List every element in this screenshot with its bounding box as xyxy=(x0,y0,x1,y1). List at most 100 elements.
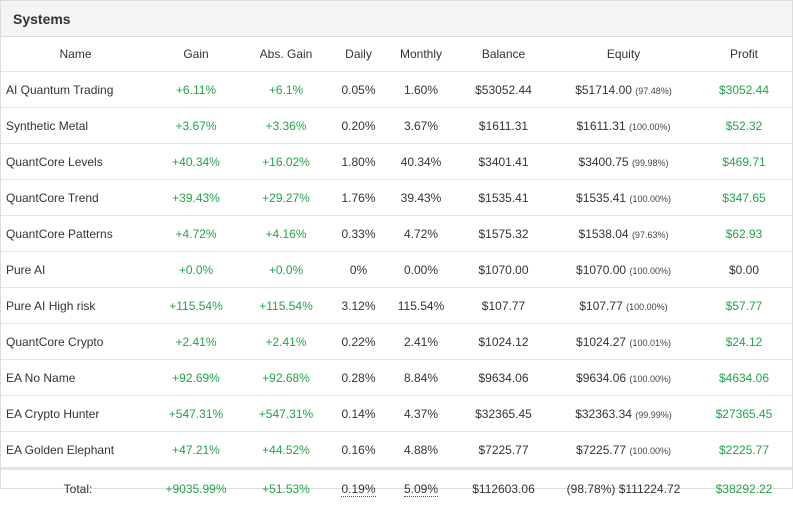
total-monthly[interactable]: 5.09% xyxy=(386,469,456,508)
total-balance: $112603.06 xyxy=(456,469,551,508)
daily-cell: 1.76% xyxy=(331,180,386,216)
total-equity: (98.78%) $111224.72 xyxy=(551,469,696,508)
equity-percent: (99.98%) xyxy=(632,158,669,168)
balance-cell: $7225.77 xyxy=(456,432,551,469)
daily-cell: 0.22% xyxy=(331,324,386,360)
balance-cell: $1611.31 xyxy=(456,108,551,144)
profit-cell: $62.93 xyxy=(696,216,792,252)
profit-cell: $27365.45 xyxy=(696,396,792,432)
system-name[interactable]: QuantCore Crypto xyxy=(1,324,151,360)
system-name[interactable]: EA Golden Elephant xyxy=(1,432,151,469)
table-row[interactable]: QuantCore Patterns+4.72%+4.16%0.33%4.72%… xyxy=(1,216,792,252)
daily-cell: 1.80% xyxy=(331,144,386,180)
column-header-gain[interactable]: Gain xyxy=(151,37,241,72)
total-gain: +9035.99% xyxy=(151,469,241,508)
gain-cell: +0.0% xyxy=(151,252,241,288)
column-header-monthly[interactable]: Monthly xyxy=(386,37,456,72)
equity-cell: $32363.34 (99.99%) xyxy=(551,396,696,432)
system-name[interactable]: QuantCore Patterns xyxy=(1,216,151,252)
equity-percent: (99.99%) xyxy=(635,410,672,420)
system-name[interactable]: QuantCore Levels xyxy=(1,144,151,180)
monthly-cell: 40.34% xyxy=(386,144,456,180)
balance-cell: $1024.12 xyxy=(456,324,551,360)
table-row[interactable]: Pure AI High risk+115.54%+115.54%3.12%11… xyxy=(1,288,792,324)
equity-percent: (100.00%) xyxy=(629,446,671,456)
equity-percent: (100.00%) xyxy=(629,122,671,132)
table-row[interactable]: Pure AI+0.0%+0.0%0%0.00%$1070.00$1070.00… xyxy=(1,252,792,288)
table-row[interactable]: EA Crypto Hunter+547.31%+547.31%0.14%4.3… xyxy=(1,396,792,432)
table-row[interactable]: Synthetic Metal+3.67%+3.36%0.20%3.67%$16… xyxy=(1,108,792,144)
table-row[interactable]: AI Quantum Trading+6.11%+6.1%0.05%1.60%$… xyxy=(1,72,792,108)
monthly-cell: 0.00% xyxy=(386,252,456,288)
table-row[interactable]: QuantCore Trend+39.43%+29.27%1.76%39.43%… xyxy=(1,180,792,216)
gain-cell: +6.11% xyxy=(151,72,241,108)
table-row[interactable]: EA Golden Elephant+47.21%+44.52%0.16%4.8… xyxy=(1,432,792,469)
systems-panel: Systems Name Gain Abs. Gain Daily Monthl… xyxy=(0,0,793,489)
balance-cell: $3401.41 xyxy=(456,144,551,180)
profit-cell: $52.32 xyxy=(696,108,792,144)
equity-value: $3400.75 xyxy=(579,155,629,169)
equity-value: $9634.06 xyxy=(576,371,626,385)
total-daily-value[interactable]: 0.19% xyxy=(341,482,375,497)
column-header-equity[interactable]: Equity xyxy=(551,37,696,72)
profit-cell: $57.77 xyxy=(696,288,792,324)
balance-cell: $1070.00 xyxy=(456,252,551,288)
system-name[interactable]: AI Quantum Trading xyxy=(1,72,151,108)
abs-gain-cell: +115.54% xyxy=(241,288,331,324)
gain-cell: +40.34% xyxy=(151,144,241,180)
total-daily[interactable]: 0.19% xyxy=(331,469,386,508)
equity-value: $7225.77 xyxy=(576,443,626,457)
equity-percent: (100.00%) xyxy=(629,374,671,384)
monthly-cell: 2.41% xyxy=(386,324,456,360)
total-label: Total: xyxy=(1,469,151,508)
abs-gain-cell: +4.16% xyxy=(241,216,331,252)
system-name[interactable]: QuantCore Trend xyxy=(1,180,151,216)
daily-cell: 3.12% xyxy=(331,288,386,324)
system-name[interactable]: Synthetic Metal xyxy=(1,108,151,144)
balance-cell: $1575.32 xyxy=(456,216,551,252)
equity-value: $51714.00 xyxy=(575,83,632,97)
equity-percent: (97.48%) xyxy=(635,86,672,96)
system-name[interactable]: EA No Name xyxy=(1,360,151,396)
total-monthly-value[interactable]: 5.09% xyxy=(404,482,438,497)
daily-cell: 0.28% xyxy=(331,360,386,396)
daily-cell: 0.33% xyxy=(331,216,386,252)
gain-cell: +547.31% xyxy=(151,396,241,432)
system-name[interactable]: EA Crypto Hunter xyxy=(1,396,151,432)
balance-cell: $32365.45 xyxy=(456,396,551,432)
monthly-cell: 8.84% xyxy=(386,360,456,396)
table-row[interactable]: QuantCore Crypto+2.41%+2.41%0.22%2.41%$1… xyxy=(1,324,792,360)
daily-cell: 0% xyxy=(331,252,386,288)
column-header-abs-gain[interactable]: Abs. Gain xyxy=(241,37,331,72)
column-header-daily[interactable]: Daily xyxy=(331,37,386,72)
panel-title: Systems xyxy=(13,11,71,27)
column-header-profit[interactable]: Profit xyxy=(696,37,792,72)
column-header-balance[interactable]: Balance xyxy=(456,37,551,72)
abs-gain-cell: +16.02% xyxy=(241,144,331,180)
abs-gain-cell: +6.1% xyxy=(241,72,331,108)
table-row[interactable]: EA No Name+92.69%+92.68%0.28%8.84% $9634.… xyxy=(1,360,792,396)
equity-cell: $107.77 (100.00%) xyxy=(551,288,696,324)
total-profit: $38292.22 xyxy=(696,469,792,508)
equity-value: $107.77 xyxy=(579,299,622,313)
equity-value: $32363.34 xyxy=(575,407,632,421)
profit-cell: $347.65 xyxy=(696,180,792,216)
equity-percent: (100.00%) xyxy=(629,194,671,204)
gain-cell: +4.72% xyxy=(151,216,241,252)
daily-cell: 0.16% xyxy=(331,432,386,469)
table-row[interactable]: QuantCore Levels+40.34%+16.02%1.80%40.34… xyxy=(1,144,792,180)
monthly-cell: 1.60% xyxy=(386,72,456,108)
system-name[interactable]: Pure AI High risk xyxy=(1,288,151,324)
equity-value: $1538.04 xyxy=(579,227,629,241)
monthly-cell: 115.54% xyxy=(386,288,456,324)
profit-cell: $3052.44 xyxy=(696,72,792,108)
gain-cell: +115.54% xyxy=(151,288,241,324)
gain-cell: +2.41% xyxy=(151,324,241,360)
gain-cell: +92.69% xyxy=(151,360,241,396)
system-name[interactable]: Pure AI xyxy=(1,252,151,288)
equity-value: $1611.31 xyxy=(576,119,625,133)
column-header-name[interactable]: Name xyxy=(1,37,151,72)
profit-cell: $0.00 xyxy=(696,252,792,288)
abs-gain-cell: +2.41% xyxy=(241,324,331,360)
abs-gain-cell: +92.68% xyxy=(241,360,331,396)
